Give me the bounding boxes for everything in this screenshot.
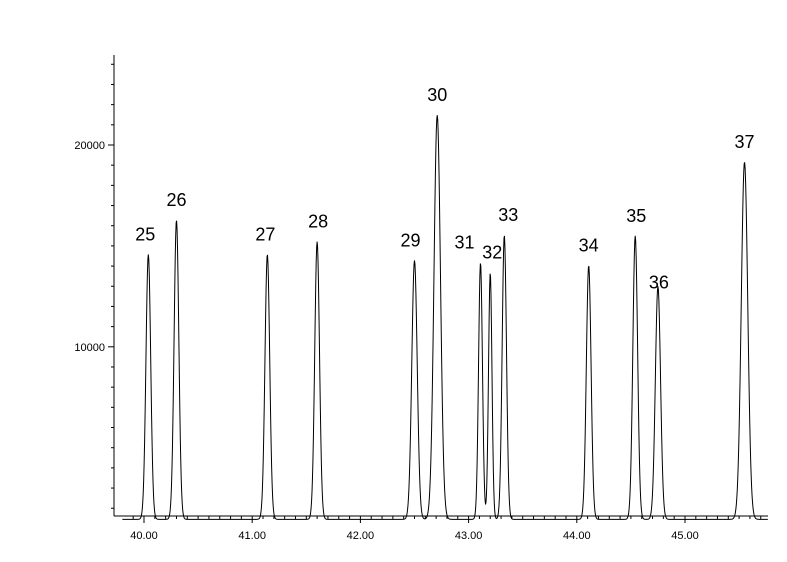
peak-label-34: 34 (579, 235, 599, 255)
peak-label-28: 28 (308, 212, 328, 232)
x-tick-label: 43.00 (455, 530, 483, 542)
peak-label-33: 33 (498, 205, 518, 225)
peak-label-27: 27 (255, 224, 275, 244)
peak-label-25: 25 (135, 224, 155, 244)
x-tick-label: 42.00 (347, 530, 375, 542)
x-tick-label: 45.00 (671, 530, 699, 542)
y-tick-label: 10000 (74, 342, 105, 354)
x-tick-label: 41.00 (238, 530, 266, 542)
peak-label-36: 36 (649, 272, 669, 292)
peak-label-32: 32 (482, 243, 502, 263)
peak-labels: 25 26 27 28 29 30 31 32 33 34 35 36 37 (135, 85, 754, 292)
peak-label-31: 31 (454, 233, 474, 253)
peak-label-26: 26 (166, 190, 186, 210)
axes: 10000 20000 40.00 41.00 42.00 43.00 44.00 45.00 (74, 55, 768, 542)
trace-group (122, 115, 768, 520)
x-tick-label: 40.00 (130, 530, 158, 542)
y-tick-label: 20000 (74, 140, 105, 152)
chromatogram-trace (122, 115, 768, 520)
peak-label-37: 37 (734, 132, 754, 152)
x-tick-label: 44.00 (563, 530, 591, 542)
peak-label-29: 29 (400, 230, 420, 250)
peak-label-35: 35 (626, 206, 646, 226)
peak-label-30: 30 (427, 85, 447, 105)
